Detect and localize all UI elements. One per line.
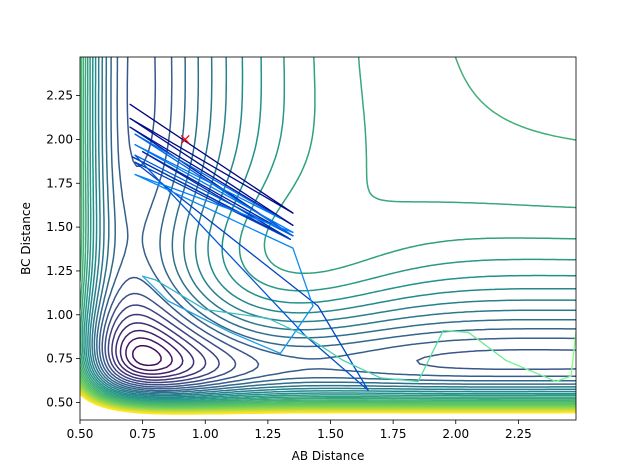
contour-level xyxy=(80,385,576,412)
contour-level xyxy=(96,57,576,392)
marker-x xyxy=(180,134,190,144)
trajectory-segment xyxy=(279,305,314,355)
contour-level xyxy=(80,380,576,410)
x-tick-label: 1.25 xyxy=(255,427,282,441)
trajectory-segment xyxy=(129,103,294,214)
trajectory-segment xyxy=(570,331,576,377)
contour-level xyxy=(107,304,220,384)
trajectory-segment xyxy=(134,144,294,234)
trajectory-segment xyxy=(134,144,282,219)
trajectory-segment xyxy=(204,308,269,319)
contour-level xyxy=(125,337,173,372)
contour-level xyxy=(80,370,576,407)
trajectory-segment xyxy=(167,300,231,333)
x-axis: 0.50 0.75 1.00 1.25 1.50 1.75 2.00 2.25 xyxy=(67,420,532,441)
contour-level xyxy=(89,57,576,397)
trajectory-segment xyxy=(304,335,344,362)
contour-level xyxy=(80,391,576,414)
x-tick-label: 0.50 xyxy=(67,427,94,441)
y-tick-label: 0.75 xyxy=(46,352,73,366)
contour-level xyxy=(80,377,576,409)
y-axis: 0.50 0.75 1.00 1.25 1.50 1.75 2.00 2.25 xyxy=(46,89,80,409)
y-tick-label: 1.50 xyxy=(46,220,73,234)
contour-level xyxy=(80,57,576,403)
x-tick-label: 2.25 xyxy=(505,427,532,441)
trajectory xyxy=(129,103,576,391)
trajectory-segment xyxy=(141,275,169,302)
contour-level xyxy=(80,383,576,411)
contour-level xyxy=(80,57,576,405)
contour-level xyxy=(101,57,576,388)
contour-level xyxy=(91,57,576,395)
trajectory-segment xyxy=(134,161,292,241)
trajectory-segment xyxy=(442,329,469,333)
trajectory-segment xyxy=(304,335,369,391)
trajectory-segment xyxy=(555,375,572,383)
contour-lines xyxy=(80,57,576,415)
y-tick-label: 2.00 xyxy=(46,132,73,146)
y-tick-label: 1.25 xyxy=(46,264,73,278)
contour-level xyxy=(87,57,576,398)
trajectory-segment xyxy=(134,133,282,219)
trajectory-segment xyxy=(467,331,507,362)
contour-level xyxy=(104,292,237,386)
y-tick-label: 2.25 xyxy=(46,89,73,103)
trajectory-segment xyxy=(141,151,294,237)
contour-level xyxy=(131,344,162,367)
contour-level xyxy=(83,57,576,401)
contour-level xyxy=(111,313,207,381)
trajectory-segment xyxy=(129,126,294,226)
trajectory-segment xyxy=(141,275,156,281)
y-tick-label: 1.75 xyxy=(46,176,73,190)
trajectory-segment xyxy=(134,173,294,249)
x-tick-label: 1.75 xyxy=(380,427,407,441)
contour-level xyxy=(85,57,576,400)
trajectory-segment xyxy=(342,359,382,379)
trajectory-segment xyxy=(229,331,282,355)
x-tick-label: 0.75 xyxy=(129,427,156,441)
trajectory-segment xyxy=(292,247,314,307)
trajectory-segment xyxy=(141,151,289,239)
contour-level xyxy=(80,389,576,414)
contour-level xyxy=(80,374,576,408)
trajectory-segment xyxy=(379,377,419,383)
contour-level xyxy=(98,57,576,390)
trajectory-segment xyxy=(267,317,307,337)
contour-level xyxy=(119,329,184,375)
y-tick-label: 1.00 xyxy=(46,308,73,322)
contour-level xyxy=(93,57,576,394)
y-tick-label: 0.50 xyxy=(46,395,73,409)
x-axis-label: AB Distance xyxy=(292,449,365,463)
contour-level xyxy=(115,322,195,379)
plot-frame xyxy=(79,56,577,421)
trajectory-segment xyxy=(134,173,294,234)
x-tick-label: 1.00 xyxy=(192,427,219,441)
contour-level xyxy=(80,57,576,406)
trajectory-segment xyxy=(417,329,444,383)
contour-level xyxy=(81,57,576,402)
contour-level xyxy=(80,387,576,413)
start-marker xyxy=(180,134,190,144)
trajectory-segment xyxy=(505,359,557,383)
trajectory-segment xyxy=(129,117,294,214)
trajectory-segment xyxy=(154,279,206,311)
x-tick-label: 2.00 xyxy=(442,427,469,441)
trajectory-segment xyxy=(317,305,369,391)
trajectory-segment xyxy=(129,117,294,226)
x-tick-label: 1.50 xyxy=(317,427,344,441)
y-axis-label: BC Distance xyxy=(19,202,33,275)
contour-level xyxy=(80,393,576,415)
